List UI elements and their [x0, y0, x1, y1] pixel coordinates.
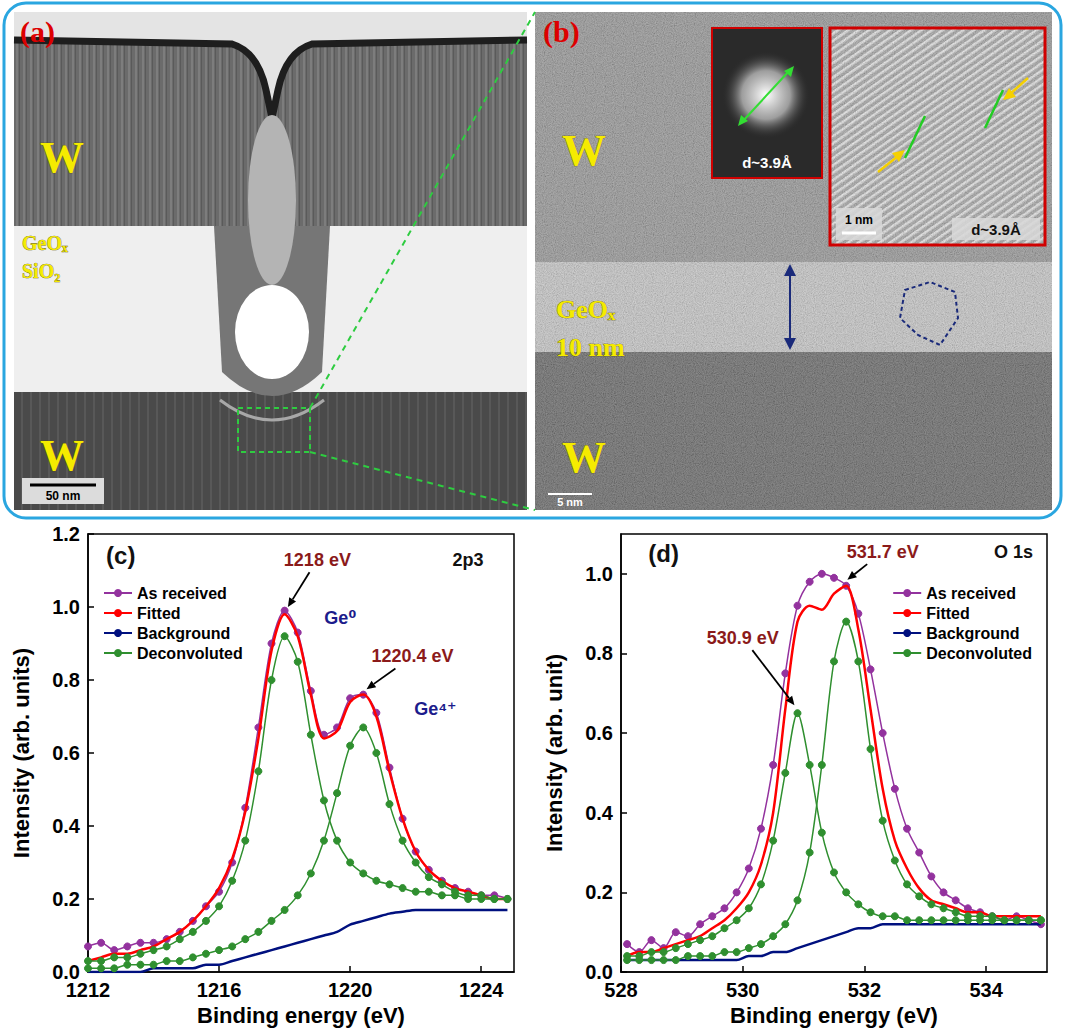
svg-text:Ge⁴⁺: Ge⁴⁺	[414, 699, 456, 719]
svg-text:Intensity (arb. unit): Intensity (arb. unit)	[542, 654, 567, 852]
svg-text:531.7 eV: 531.7 eV	[847, 542, 919, 562]
svg-text:0.6: 0.6	[585, 722, 613, 744]
svg-text:W: W	[40, 431, 84, 480]
svg-text:W: W	[562, 126, 606, 175]
svg-text:(d): (d)	[648, 540, 679, 567]
svg-text:Intensity (arb. units): Intensity (arb. units)	[9, 648, 34, 858]
svg-text:530: 530	[726, 979, 759, 1001]
svg-text:Binding energy (eV): Binding energy (eV)	[197, 1003, 405, 1028]
svg-text:Deconvoluted: Deconvoluted	[137, 645, 243, 662]
svg-text:W: W	[40, 133, 84, 182]
svg-text:1224: 1224	[459, 979, 504, 1001]
svg-text:0.6: 0.6	[52, 742, 80, 764]
svg-text:0.0: 0.0	[52, 961, 80, 983]
svg-text:Ge⁰: Ge⁰	[324, 608, 356, 628]
svg-text:1220.4 eV: 1220.4 eV	[371, 646, 453, 666]
svg-text:(b): (b)	[543, 15, 580, 49]
svg-text:528: 528	[604, 979, 637, 1001]
svg-text:1.0: 1.0	[52, 596, 80, 618]
svg-text:2p3: 2p3	[453, 550, 484, 570]
svg-text:d~3.9Å: d~3.9Å	[971, 221, 1021, 238]
svg-text:Binding energy (eV): Binding energy (eV)	[730, 1003, 938, 1028]
svg-text:Fitted: Fitted	[137, 605, 181, 622]
svg-text:1 nm: 1 nm	[845, 213, 873, 227]
svg-text:5 nm: 5 nm	[557, 496, 583, 508]
svg-text:Background: Background	[137, 625, 230, 642]
svg-text:1212: 1212	[66, 979, 111, 1001]
svg-text:50 nm: 50 nm	[46, 489, 81, 503]
svg-text:(c): (c)	[106, 542, 135, 569]
svg-text:1.0: 1.0	[585, 563, 613, 585]
svg-text:530.9 eV: 530.9 eV	[707, 628, 779, 648]
svg-text:1220: 1220	[328, 979, 373, 1001]
svg-text:0.2: 0.2	[585, 881, 613, 903]
svg-text:As received: As received	[137, 585, 227, 602]
svg-text:1.2: 1.2	[52, 523, 80, 545]
svg-text:0.2: 0.2	[52, 888, 80, 910]
svg-text:0.0: 0.0	[585, 961, 613, 983]
svg-text:As received: As received	[926, 585, 1016, 602]
svg-text:10 nm: 10 nm	[556, 333, 625, 362]
svg-text:SiO₂: SiO₂	[22, 260, 60, 282]
svg-text:(a): (a)	[20, 15, 55, 49]
svg-text:0.8: 0.8	[52, 669, 80, 691]
svg-text:0.4: 0.4	[52, 815, 81, 837]
svg-text:O 1s: O 1s	[994, 542, 1033, 562]
svg-text:GeOₓ: GeOₓ	[556, 295, 616, 324]
svg-text:GeOₓ: GeOₓ	[22, 232, 68, 254]
svg-text:Fitted: Fitted	[926, 605, 970, 622]
svg-text:W: W	[562, 433, 606, 482]
svg-text:d~3.9Å: d~3.9Å	[742, 154, 792, 171]
svg-text:Background: Background	[926, 625, 1019, 642]
svg-text:Deconvoluted: Deconvoluted	[926, 645, 1032, 662]
svg-text:532: 532	[848, 979, 881, 1001]
svg-text:534: 534	[969, 979, 1003, 1001]
svg-text:0.8: 0.8	[585, 642, 613, 664]
svg-text:1216: 1216	[197, 979, 242, 1001]
svg-text:0.4: 0.4	[585, 802, 614, 824]
svg-text:1218 eV: 1218 eV	[284, 550, 351, 570]
